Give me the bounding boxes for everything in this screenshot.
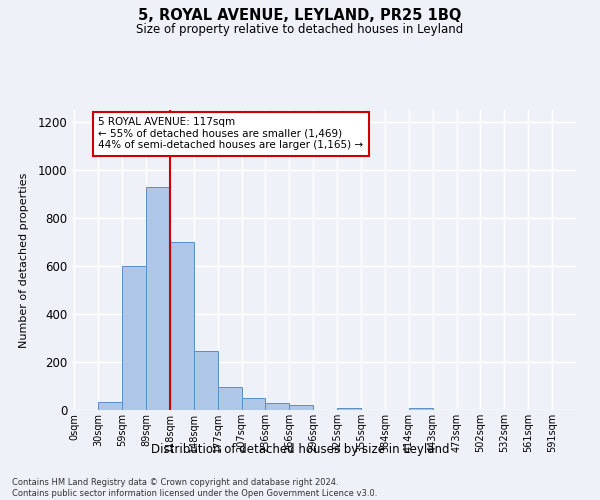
Bar — [146, 187, 170, 410]
Bar — [409, 408, 433, 410]
Bar — [218, 387, 242, 410]
Bar — [242, 398, 265, 410]
Bar — [337, 408, 361, 410]
Bar — [289, 405, 313, 410]
Text: 5, ROYAL AVENUE, LEYLAND, PR25 1BQ: 5, ROYAL AVENUE, LEYLAND, PR25 1BQ — [139, 8, 461, 22]
Bar — [98, 402, 122, 410]
Text: Contains HM Land Registry data © Crown copyright and database right 2024.
Contai: Contains HM Land Registry data © Crown c… — [12, 478, 377, 498]
Bar — [194, 351, 218, 410]
Text: 5 ROYAL AVENUE: 117sqm
← 55% of detached houses are smaller (1,469)
44% of semi-: 5 ROYAL AVENUE: 117sqm ← 55% of detached… — [98, 117, 364, 150]
Text: Distribution of detached houses by size in Leyland: Distribution of detached houses by size … — [151, 442, 449, 456]
Bar — [122, 266, 146, 410]
Bar — [170, 242, 194, 410]
Text: Size of property relative to detached houses in Leyland: Size of property relative to detached ho… — [136, 22, 464, 36]
Y-axis label: Number of detached properties: Number of detached properties — [19, 172, 29, 348]
Bar — [265, 403, 289, 410]
